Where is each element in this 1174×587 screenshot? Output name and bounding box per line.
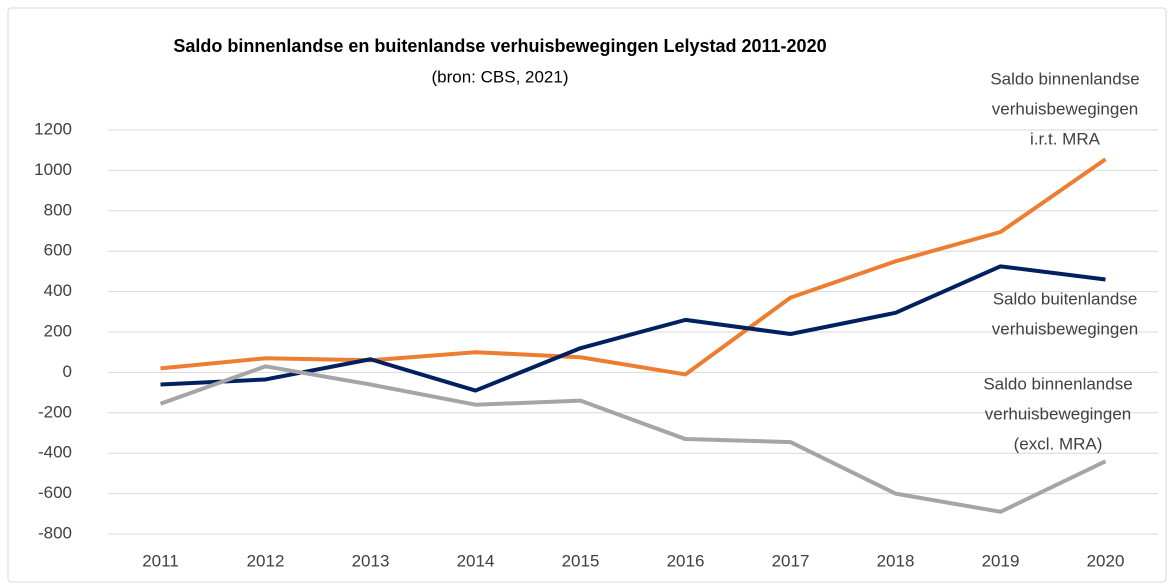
- y-tick-label: 800: [44, 200, 72, 219]
- y-tick-label: -600: [38, 483, 72, 502]
- y-tick-label: 1200: [34, 119, 72, 138]
- y-tick-label: 600: [44, 241, 72, 260]
- x-tick-label: 2011: [142, 551, 179, 570]
- chart-border: [7, 7, 1167, 583]
- y-tick-label: 1000: [34, 160, 72, 179]
- series-label: verhuisbewegingen: [992, 99, 1139, 118]
- y-tick-label: -200: [38, 402, 72, 421]
- series-label: (excl. MRA): [1014, 434, 1103, 453]
- y-tick-label: 0: [63, 362, 72, 381]
- chart-title: Saldo binnenlandse en buitenlandse verhu…: [173, 36, 826, 56]
- x-tick-label: 2014: [457, 551, 495, 570]
- x-tick-label: 2017: [772, 551, 810, 570]
- x-tick-label: 2020: [1087, 551, 1125, 570]
- y-tick-label: -800: [38, 523, 72, 542]
- y-tick-label: 200: [44, 321, 72, 340]
- chart-subtitle: (bron: CBS, 2021): [431, 67, 568, 86]
- series-label: Saldo buitenlandse: [993, 289, 1138, 308]
- y-tick-label: -400: [38, 443, 72, 462]
- series-label: Saldo binnenlandse: [983, 374, 1132, 393]
- series-line: [160, 157, 1107, 377]
- x-tick-label: 2019: [982, 551, 1020, 570]
- x-tick-label: 2018: [877, 551, 915, 570]
- x-tick-label: 2012: [247, 551, 285, 570]
- series-line: [160, 264, 1106, 393]
- series-label: verhuisbewegingen: [985, 404, 1132, 423]
- x-tick-label: 2015: [562, 551, 600, 570]
- y-tick-label: 400: [44, 281, 72, 300]
- series-label: i.r.t. MRA: [1030, 129, 1101, 148]
- series-label: Saldo binnenlandse: [990, 69, 1139, 88]
- series-line: [159, 364, 1107, 514]
- x-tick-label: 2016: [667, 551, 705, 570]
- series-label: verhuisbewegingen: [992, 319, 1139, 338]
- x-tick-label: 2013: [352, 551, 390, 570]
